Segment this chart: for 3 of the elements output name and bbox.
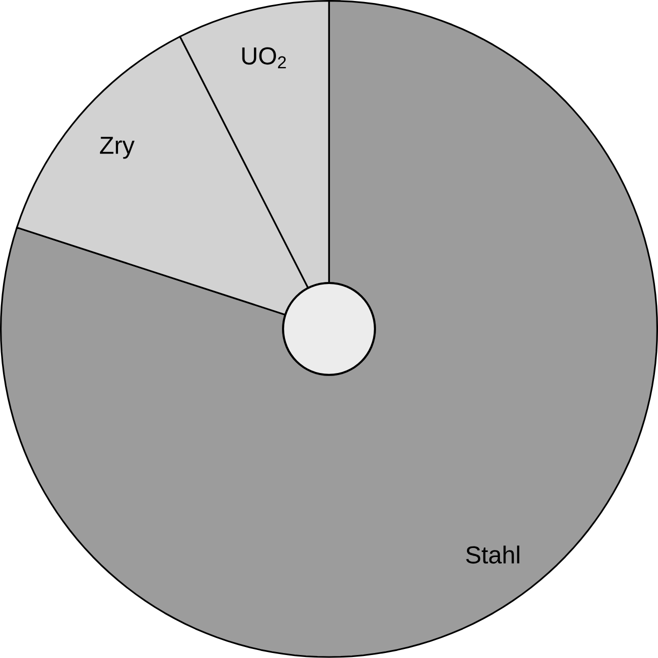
slice-label: Zry	[100, 136, 135, 159]
slice-label: UO$_{2}$	[242, 47, 286, 68]
slice-label: Stahl	[466, 546, 520, 564]
